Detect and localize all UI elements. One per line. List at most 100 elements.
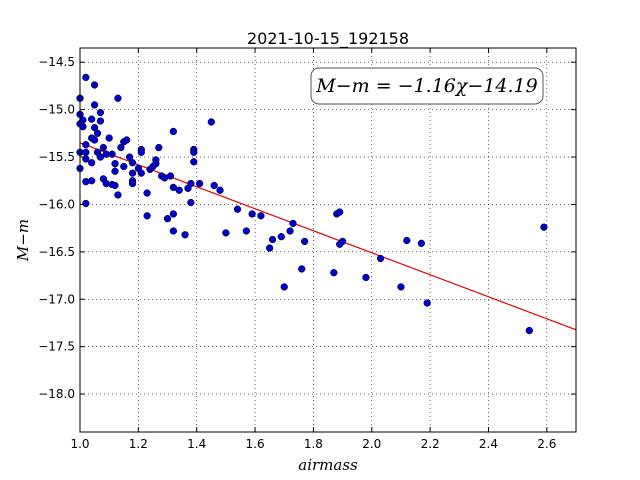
x-tick-label: 2.2 [421, 437, 440, 451]
data-point [152, 160, 160, 168]
data-point [137, 169, 145, 177]
x-tick-label: 1.0 [70, 437, 89, 451]
x-tick-label: 1.8 [304, 437, 323, 451]
data-point [265, 244, 274, 252]
y-tick-label: −17.5 [38, 340, 75, 354]
data-point [111, 181, 119, 190]
plot-frame [79, 47, 577, 433]
data-point [190, 158, 198, 166]
x-tick-label: 1.2 [129, 437, 148, 451]
data-point [280, 283, 288, 291]
data-point [181, 231, 189, 239]
x-tick-label: 1.4 [187, 437, 206, 451]
data-point [125, 153, 134, 161]
data-point [330, 269, 338, 277]
data-point [117, 143, 125, 152]
data-point [242, 227, 250, 235]
data-point [82, 73, 90, 82]
data-point [222, 229, 230, 237]
data-point [128, 169, 137, 177]
data-point [137, 148, 145, 156]
data-point [82, 141, 90, 149]
data-point [114, 94, 122, 102]
data-point [169, 127, 178, 136]
data-point [195, 179, 204, 188]
chart-title: 2021-10-15_192158 [247, 29, 409, 49]
y-tick-label: −15.5 [38, 150, 75, 164]
data-point [105, 134, 113, 142]
data-point [525, 326, 533, 335]
data-point [233, 205, 242, 213]
data-point [362, 273, 370, 282]
x-tick-label: 2.0 [362, 437, 381, 451]
data-point [143, 189, 151, 197]
fit-equation: M−m = −1.16χ−14.19 [315, 75, 537, 97]
data-point [540, 223, 548, 231]
data-point [336, 208, 344, 216]
y-tick-label: −18.0 [38, 387, 75, 401]
data-point [210, 181, 218, 190]
data-point [248, 210, 256, 218]
data-point [403, 236, 411, 245]
data-point [338, 237, 347, 246]
data-point [397, 283, 405, 291]
data-point [207, 118, 215, 126]
x-tick-label: 2.4 [479, 437, 498, 451]
data-point [155, 143, 163, 152]
data-point [128, 179, 137, 188]
data-point [111, 167, 119, 175]
data-point [417, 239, 426, 247]
data-point [169, 210, 178, 218]
data-points [76, 73, 548, 335]
data-point [123, 136, 131, 144]
data-point [79, 123, 87, 131]
data-point [111, 160, 119, 168]
data-point [423, 299, 431, 307]
data-point [166, 172, 175, 180]
annotation-box [310, 67, 544, 105]
data-point [216, 186, 224, 194]
fit-equation-box: M−m = −1.16χ−14.19 [310, 67, 544, 105]
grid [79, 48, 576, 432]
y-tick-label: −15.0 [38, 103, 75, 117]
y-tick-label: −16.5 [38, 245, 75, 259]
data-point [82, 199, 90, 208]
y-axis: −14.5 −15.0 −15.5 −16.0 −16.5 −17.0 −17.5 −18.0 [38, 55, 576, 401]
data-point [187, 198, 195, 207]
x-tick-label: 1.6 [246, 437, 265, 451]
data-point [187, 179, 195, 188]
x-axis: 1.0 1.2 1.4 1.6 1.8 2.0 2.2 2.4 2.6 [70, 48, 556, 451]
x-axis-label: airmass [298, 456, 358, 474]
data-point [143, 212, 151, 220]
data-point [96, 108, 105, 117]
data-point [175, 186, 183, 194]
data-point [301, 237, 309, 246]
data-point [90, 81, 99, 89]
data-point [169, 183, 178, 192]
data-point [114, 191, 122, 199]
data-point [90, 136, 99, 144]
data-point [289, 219, 297, 228]
data-point [257, 212, 265, 220]
data-point [93, 129, 102, 137]
data-point [99, 143, 107, 152]
data-point [96, 153, 105, 161]
data-point [88, 159, 96, 167]
data-point [79, 116, 87, 124]
data-point [90, 101, 99, 109]
data-point [96, 117, 105, 125]
data-point [108, 150, 116, 158]
data-point [82, 148, 90, 156]
data-point [128, 159, 137, 167]
y-tick-label: −14.5 [38, 55, 75, 69]
data-point [298, 265, 306, 273]
x-tick-label: 2.6 [537, 437, 556, 451]
data-point [277, 233, 285, 241]
data-point [88, 177, 96, 185]
y-axis-label: M−m [14, 219, 32, 262]
data-point [120, 162, 128, 171]
y-tick-label: −16.0 [38, 197, 75, 211]
data-point [169, 227, 178, 235]
data-point [88, 115, 96, 123]
